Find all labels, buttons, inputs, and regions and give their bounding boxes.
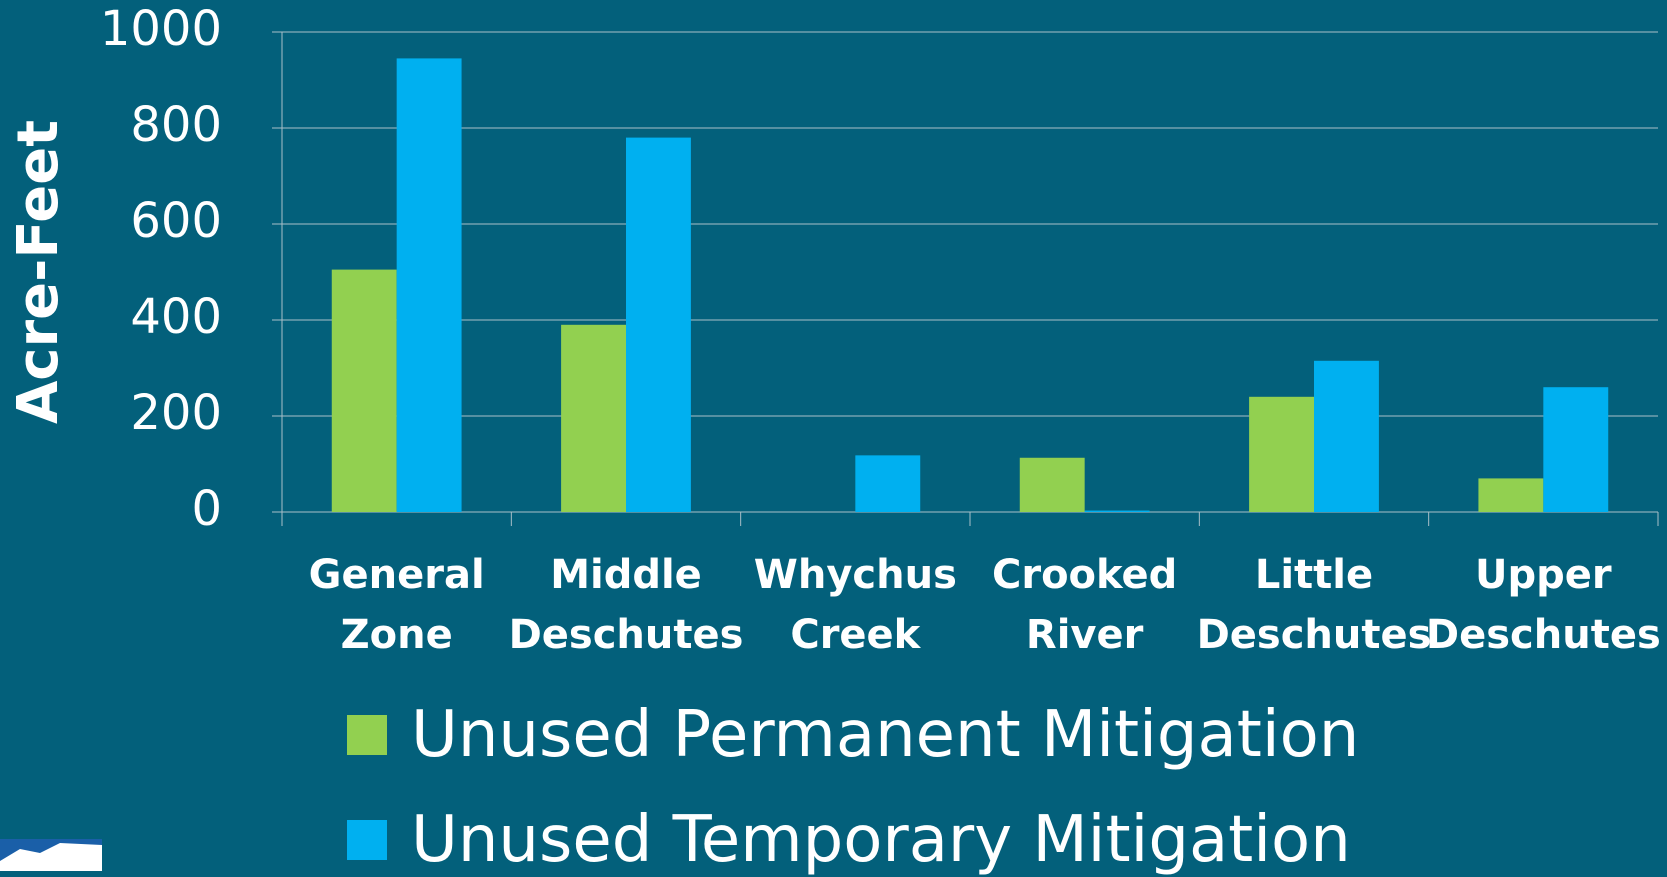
x-tick-label: Crooked River [991, 552, 1178, 658]
y-tick-label: 800 [130, 97, 222, 153]
bar [1249, 396, 1314, 512]
legend-label: Unused Temporary Mitigation [411, 803, 1351, 877]
legend-label: Unused Permanent Mitigation [411, 698, 1360, 772]
x-tick-label: Whychus Creek [753, 552, 957, 658]
x-tick-label: Middle Deschutes [508, 552, 744, 658]
bar [855, 455, 921, 512]
bar [1314, 360, 1379, 512]
bar [331, 269, 397, 512]
bar [626, 137, 691, 512]
x-tick-label: Little Deschutes [1196, 552, 1432, 658]
y-tick-label: 600 [130, 193, 222, 249]
bar [396, 58, 462, 513]
bar [1543, 387, 1609, 512]
legend-swatch [347, 820, 387, 860]
legend-item: Unused Temporary Mitigation [347, 803, 1351, 877]
bar [1019, 457, 1085, 512]
y-tick-label: 0 [191, 481, 222, 537]
y-tick-label: 400 [130, 289, 222, 345]
bar [561, 324, 626, 512]
logo [0, 839, 102, 871]
logo-shape [0, 839, 102, 861]
bar [1478, 478, 1544, 512]
y-axis-title: Acre-Feet [6, 120, 71, 424]
x-tick-label: General Zone [308, 552, 485, 658]
bar [1084, 510, 1150, 512]
legend-item: Unused Permanent Mitigation [347, 698, 1360, 772]
y-tick-label: 1000 [100, 1, 222, 57]
x-tick-label: Upper Deschutes [1425, 552, 1661, 658]
legend-swatch [347, 715, 387, 755]
y-tick-label: 200 [130, 385, 222, 441]
